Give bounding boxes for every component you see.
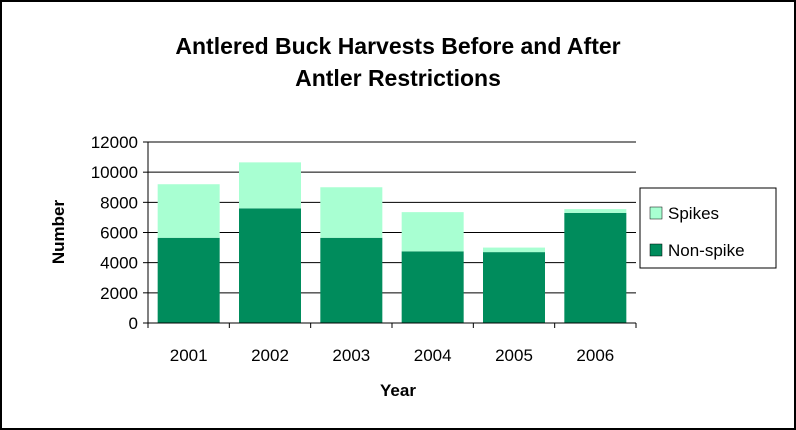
chart-title-line-1: Antlered Buck Harvests Before and After	[175, 33, 620, 59]
bar-spikes-2005	[483, 247, 545, 253]
legend-label-non-spike: Non-spike	[668, 241, 745, 260]
gridlines	[148, 141, 636, 294]
bar-non-spike-2003	[320, 237, 383, 323]
x-tick-label: 2005	[495, 346, 533, 365]
axes: 0 2000 4000 6000 8000 10000 12000 2001 2002 2003 2…	[91, 133, 637, 365]
bar-spikes-2002	[239, 162, 301, 209]
chart-title-line-2: Antler Restrictions	[295, 65, 501, 91]
bar-spikes-2004	[401, 212, 464, 252]
x-tick-label: 2003	[332, 346, 370, 365]
bars	[157, 162, 627, 323]
y-tick-label: 4000	[100, 254, 138, 273]
x-tick-label: 2004	[414, 346, 452, 365]
x-tick-label: 2001	[170, 346, 208, 365]
x-tick-label: 2006	[576, 346, 614, 365]
bar-non-spike-2006	[564, 212, 627, 323]
legend-swatch-non-spike	[649, 243, 663, 257]
legend-swatch-spikes	[649, 206, 663, 220]
bar-spikes-2003	[320, 187, 383, 238]
y-axis-title: Number	[49, 200, 68, 265]
legend-label-spikes: Spikes	[668, 204, 719, 223]
legend: Spikes Non-spike	[639, 187, 777, 269]
y-tick-label: 12000	[91, 133, 138, 152]
bar-non-spike-2004	[401, 251, 464, 323]
legend-box	[639, 187, 777, 269]
bar-non-spike-2001	[157, 237, 220, 323]
bar-non-spike-2002	[239, 208, 301, 323]
bar-spikes-2001	[157, 184, 220, 238]
y-tick-label: 6000	[100, 224, 138, 243]
y-tick-label: 0	[129, 314, 138, 333]
y-tick-label: 8000	[100, 193, 138, 212]
x-axis-title: Year	[380, 381, 416, 400]
x-tick-label: 2002	[251, 346, 289, 365]
y-tick-label: 2000	[100, 284, 138, 303]
bar-non-spike-2005	[483, 252, 545, 323]
y-tick-label: 10000	[91, 163, 138, 182]
bar-spikes-2006	[564, 209, 627, 213]
